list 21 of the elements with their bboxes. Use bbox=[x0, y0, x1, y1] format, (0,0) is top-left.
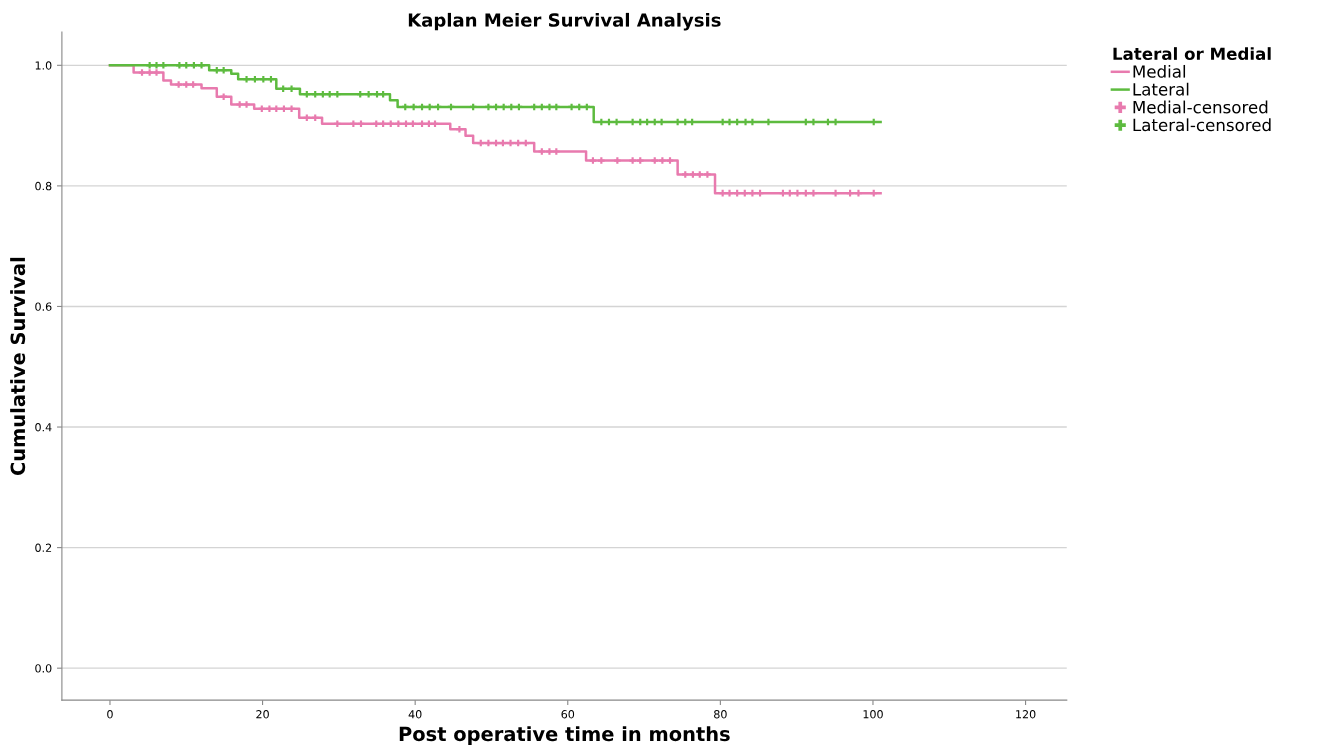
y-tick-label: 0.4 bbox=[35, 423, 52, 432]
y-tick-label: 0.8 bbox=[35, 181, 52, 191]
legend-title: Lateral or Medial bbox=[1113, 47, 1271, 61]
x-tick-label: 40 bbox=[408, 710, 422, 719]
legend-label: Lateral-censored bbox=[1133, 118, 1271, 132]
x-tick-label: 20 bbox=[256, 710, 269, 719]
x-tick-label: 100 bbox=[863, 710, 883, 719]
y-tick-label: 0.2 bbox=[35, 543, 52, 552]
legend-label: Lateral bbox=[1133, 82, 1189, 96]
x-tick-label: 80 bbox=[714, 710, 727, 719]
y-tick-label: 0.0 bbox=[35, 664, 52, 673]
legend-label: Medial-censored bbox=[1133, 100, 1268, 114]
chart-title: Kaplan Meier Survival Analysis bbox=[408, 12, 721, 31]
x-tick-label: 60 bbox=[561, 710, 575, 719]
legend-label: Medial bbox=[1133, 64, 1186, 78]
x-axis-title: Post operative time in months bbox=[399, 726, 730, 745]
y-tick-label: 1.0 bbox=[35, 61, 52, 70]
y-axis-title: Cumulative Survival bbox=[10, 257, 26, 476]
x-tick-label: 120 bbox=[1016, 710, 1036, 719]
y-tick-label: 0.6 bbox=[35, 302, 52, 311]
x-tick-label: 0 bbox=[107, 710, 113, 719]
